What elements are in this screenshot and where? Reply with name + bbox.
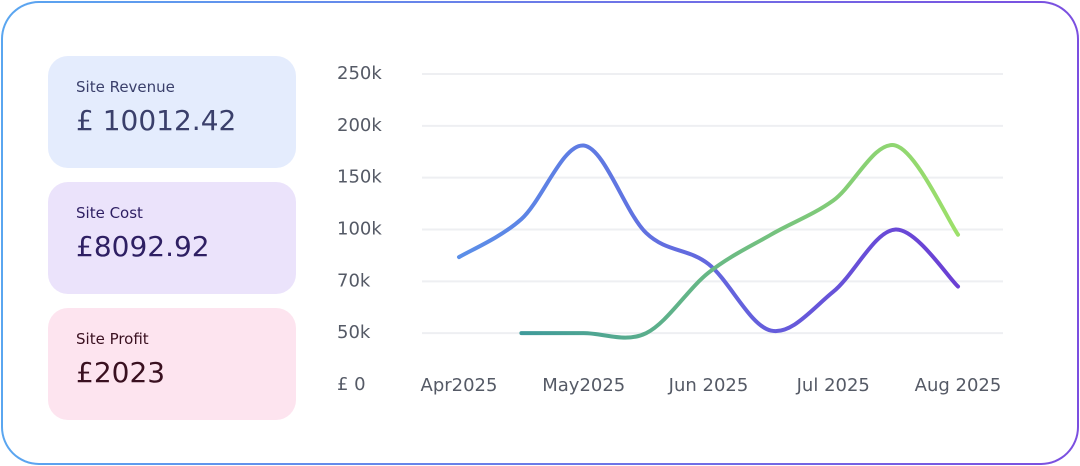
card-value: £8092.92 — [76, 230, 210, 263]
x-tick-label: Apr2025 — [421, 375, 498, 396]
card-label: Site Cost — [76, 204, 143, 222]
y-tick-label: 250k — [337, 63, 382, 84]
card-label: Site Profit — [76, 330, 149, 348]
card-value: £ 10012.42 — [76, 104, 237, 137]
x-tick-label: Aug 2025 — [915, 375, 1002, 396]
cost-card: Site Cost £8092.92 — [48, 182, 296, 294]
card-label: Site Revenue — [76, 78, 175, 96]
y-tick-label: 70k — [337, 270, 371, 291]
y-tick-label: 50k — [337, 322, 371, 343]
x-tick-label: Jul 2025 — [796, 375, 870, 396]
revenue-card: Site Revenue £ 10012.42 — [48, 56, 296, 168]
y-tick-label: 150k — [337, 167, 382, 188]
y-tick-label: £ 0 — [337, 374, 366, 395]
y-tick-label: 100k — [337, 219, 382, 240]
x-tick-label: Jun 2025 — [668, 375, 749, 396]
profit-card: Site Profit £2023 — [48, 308, 296, 420]
y-tick-label: 200k — [337, 115, 382, 136]
series-line — [519, 143, 960, 340]
x-tick-label: May2025 — [542, 375, 625, 396]
card-value: £2023 — [76, 356, 166, 389]
series-line — [457, 143, 960, 334]
